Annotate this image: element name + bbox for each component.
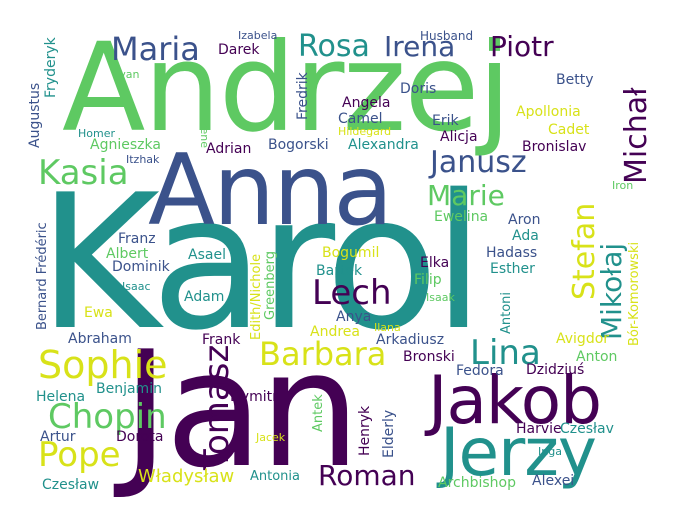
word-antonia: Antonia — [250, 469, 301, 484]
word-ilana: Ilana — [374, 321, 401, 334]
word-itzhak: Itzhak — [126, 153, 160, 166]
word-avigdor: Avigdor — [556, 331, 610, 347]
word-filip: Filip — [414, 272, 442, 288]
word-wladyslaw: Władysław — [138, 466, 235, 487]
word-czeslaw: Czesław — [42, 477, 100, 493]
word-frank: Frank — [202, 332, 241, 348]
word-isaac: Isaac — [122, 280, 151, 293]
word-betty: Betty — [556, 72, 594, 88]
word-adrian: Adrian — [206, 141, 252, 157]
word-agnieszka: Agnieszka — [90, 137, 161, 153]
word-anton: Anton — [576, 349, 618, 365]
word-fryderyk: Fryderyk — [43, 37, 59, 98]
word-inga: Inga — [538, 445, 562, 458]
word-andrea: Andrea — [310, 324, 360, 340]
word-artur: Artur — [40, 429, 76, 445]
word-bernard-frederic: Bernard Frédéric — [35, 222, 50, 330]
word-kasia: Kasia — [38, 153, 129, 193]
word-antek: Antek — [311, 394, 326, 432]
word-apollonia: Apollonia — [516, 104, 581, 120]
word-greenberg: Greenberg — [263, 251, 278, 320]
word-ada: Ada — [512, 228, 539, 244]
word-augustus: Augustus — [27, 82, 43, 148]
word-cadet: Cadet — [548, 122, 590, 138]
word-angela: Angela — [342, 95, 391, 111]
word-jan: Jan — [122, 316, 361, 503]
word-erik: Erik — [432, 113, 459, 129]
word-dominik: Dominik — [112, 259, 170, 275]
word-ewa: Ewa — [84, 305, 113, 321]
word-abraham: Abraham — [68, 331, 132, 347]
word-alexandra: Alexandra — [348, 137, 419, 153]
word-jerzy: Jerzy — [440, 414, 597, 491]
word-bor-komorowski: Bór-Komorowski — [627, 241, 642, 346]
word-marie: Marie — [427, 179, 505, 212]
word-janusz: Janusz — [430, 145, 527, 180]
word-anya: Anya — [336, 309, 372, 325]
word-bronski: Bronski — [403, 349, 455, 365]
word-esther: Esther — [490, 261, 535, 277]
word-bogorski: Bogorski — [268, 137, 329, 153]
word-darek: Darek — [218, 42, 260, 58]
word-benjamin: Benjamin — [96, 381, 162, 397]
word-chopin: Chopin — [48, 397, 167, 437]
word-pope: Pope — [38, 435, 121, 475]
word-archbishop: Archbishop — [438, 475, 516, 491]
word-bartek: Bartek — [316, 263, 363, 279]
word-doris: Doris — [400, 81, 437, 97]
word-stefan: Stefan — [567, 202, 602, 300]
word-lina: Lina — [470, 333, 541, 373]
word-mikolaj: Mikołaj — [595, 242, 628, 340]
word-elka: Elka — [420, 255, 450, 271]
word-czeslav: Czesłav — [560, 421, 614, 437]
word-jacek: Jacek — [256, 431, 286, 444]
word-dorota: Dorota — [116, 429, 164, 445]
word-maria: Maria — [111, 30, 200, 68]
word-bogumil: Bogumil — [322, 245, 380, 261]
word-andrzej: Andrzej — [62, 17, 511, 159]
word-iron: Iron — [612, 179, 634, 192]
word-anna: Anna — [148, 134, 393, 248]
word-camel: Camel — [338, 111, 383, 127]
word-irena: Irena — [384, 30, 456, 63]
word-fredrik: Fredrik — [295, 72, 311, 120]
word-hildegard: Hildegard — [338, 125, 392, 138]
word-alicja: Alicja — [440, 129, 478, 145]
word-tomasz: Tomasz — [197, 344, 237, 470]
word-ewelina: Ewelina — [434, 209, 489, 225]
word-arkadiusz: Arkadiusz — [376, 332, 445, 348]
word-alexei: Alexei — [532, 473, 575, 489]
word-antoni: Antoni — [499, 291, 514, 334]
word-dymitr: Dymitr — [230, 389, 278, 405]
word-henryk: Henryk — [357, 405, 373, 456]
word-harvie: Harvie — [516, 421, 562, 437]
word-hadass: Hadass — [486, 245, 538, 261]
word-isaak: Isaak — [426, 291, 455, 304]
word-michal: Michał — [619, 87, 654, 184]
word-husband: Husband — [420, 29, 474, 43]
word-bronislav: Bronislav — [522, 139, 587, 155]
word-piotr: Piotr — [490, 30, 554, 63]
word-elderly: Elderly — [381, 409, 397, 458]
word-fedora: Fedora — [456, 363, 504, 379]
word-rosa: Rosa — [298, 29, 370, 64]
word-adam: Adam — [184, 289, 225, 305]
word-dzidzius: Dzidziuś — [526, 362, 585, 378]
word-aron: Aron — [508, 212, 541, 228]
word-roman: Roman — [318, 459, 416, 492]
word-lech: Lech — [312, 273, 392, 313]
word-helena: Helena — [36, 389, 86, 405]
word-izabela: Izabela — [238, 29, 278, 42]
word-edith-nichole: Edith/Nichole — [249, 253, 264, 340]
word-ivan: Ivan — [116, 68, 140, 81]
word-homer: Homer — [78, 127, 116, 140]
word-franz: Franz — [118, 231, 156, 247]
word-sophie: Sophie — [38, 343, 168, 387]
word-karol: Karol — [38, 154, 485, 371]
word-jakob: Jakob — [428, 362, 602, 439]
word-asael: Asael — [188, 247, 226, 263]
word-albert: Albert — [106, 246, 149, 262]
word-barbara: Barbara — [259, 335, 387, 373]
